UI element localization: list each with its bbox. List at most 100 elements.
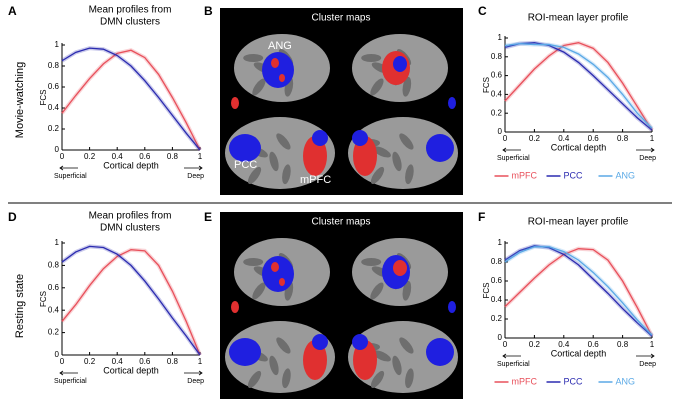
chart-title: ROI-mean layer profile xyxy=(528,217,629,228)
x-tick-label: 0.4 xyxy=(112,152,124,161)
x-tick-label: 0.4 xyxy=(558,340,570,349)
x-tick-label: 0.2 xyxy=(84,357,96,366)
x-right-label: Deep xyxy=(639,155,656,162)
panel-letter: D xyxy=(8,210,17,224)
y-tick-label: 0 xyxy=(55,145,60,154)
y-tick-label: 0.8 xyxy=(48,61,60,70)
legend-label: PCC xyxy=(564,376,584,386)
x-axis-label: Cortical depth xyxy=(551,348,607,358)
cluster-blob xyxy=(303,340,327,380)
x-tick-label: 1 xyxy=(198,357,203,366)
brain-hemisphere xyxy=(348,321,458,393)
x-tick-label: 0 xyxy=(503,340,508,349)
x-tick-label: 0.2 xyxy=(529,340,541,349)
brain-sulcus xyxy=(372,146,391,158)
x-left-label: Superficial xyxy=(497,155,530,162)
region-label: mPFC xyxy=(300,174,331,186)
cluster-blob xyxy=(312,130,328,146)
cluster-blob xyxy=(353,136,377,176)
x-tick-label: 0.4 xyxy=(558,134,570,143)
legend-label: ANG xyxy=(616,376,636,386)
legend-label: mPFC xyxy=(512,170,538,180)
x-tick-label: 0 xyxy=(60,357,65,366)
legend-label: ANG xyxy=(616,170,636,180)
cluster-blob xyxy=(352,130,368,146)
y-tick-label: 0.8 xyxy=(491,257,503,266)
y-tick-label: 0.4 xyxy=(48,305,60,314)
x-tick-label: 0.4 xyxy=(112,357,124,366)
brain-sulcus xyxy=(269,151,279,172)
legend-label: mPFC xyxy=(512,376,538,386)
brain-sulcus xyxy=(402,76,412,97)
y-axis-label: FCS xyxy=(39,90,48,106)
arrow xyxy=(636,147,655,153)
brain-sulcus xyxy=(392,151,402,172)
arrow xyxy=(184,165,203,171)
series-line xyxy=(504,42,653,129)
y-tick-label: 1 xyxy=(55,40,60,49)
brain-sulcus xyxy=(282,368,291,389)
y-tick-label: 0.2 xyxy=(491,108,503,117)
error-band xyxy=(504,41,654,130)
x-right-label: Deep xyxy=(187,173,204,180)
brain-sulcus xyxy=(370,370,385,388)
y-tick-label: 0.2 xyxy=(48,328,60,337)
cluster-blob xyxy=(231,301,239,313)
x-tick-label: 0.2 xyxy=(84,152,96,161)
panel-letter: F xyxy=(478,210,485,224)
cluster-blob xyxy=(262,52,294,88)
chart-title: DMN clusters xyxy=(100,223,160,234)
error-band xyxy=(60,244,202,357)
y-tick-label: 0.6 xyxy=(48,82,60,91)
brain-sulcus xyxy=(247,166,262,184)
series-line xyxy=(504,42,653,131)
y-tick-label: 0 xyxy=(498,333,503,342)
cluster-blob xyxy=(393,260,407,276)
x-right-label: Deep xyxy=(639,361,656,368)
brain-hemisphere xyxy=(348,117,458,189)
cluster-blob xyxy=(352,334,368,350)
x-tick-label: 0.8 xyxy=(617,340,629,349)
brain-panel-title: Cluster maps xyxy=(312,13,371,24)
error-band xyxy=(60,46,202,152)
brain-sulcus xyxy=(405,368,414,389)
x-left-label: Superficial xyxy=(54,173,87,180)
brain-sulcus xyxy=(392,355,402,376)
x-tick-label: 1 xyxy=(650,340,655,349)
y-tick-label: 0.2 xyxy=(48,124,60,133)
chart-title: Mean profiles from xyxy=(89,211,172,222)
panel-letter: B xyxy=(204,4,213,18)
row-label: Resting state xyxy=(14,274,26,338)
cluster-blob xyxy=(448,97,456,109)
arrow xyxy=(59,165,78,171)
series-line xyxy=(61,249,201,356)
cluster-blob xyxy=(231,97,239,109)
cluster-blob xyxy=(279,278,285,286)
brain-sulcus xyxy=(252,78,266,96)
chart-title: Mean profiles from xyxy=(89,5,172,16)
cluster-blob xyxy=(426,338,454,366)
x-left-label: Superficial xyxy=(54,378,87,385)
brain-sulcus xyxy=(252,282,266,300)
brain-sulcus xyxy=(361,258,382,266)
x-tick-label: 0.6 xyxy=(139,152,151,161)
x-tick-label: 0 xyxy=(503,134,508,143)
chart-title: DMN clusters xyxy=(100,17,160,28)
x-tick-label: 1 xyxy=(650,134,655,143)
y-tick-label: 0.4 xyxy=(491,295,503,304)
brain-sulcus xyxy=(282,164,291,185)
arrow xyxy=(502,147,521,153)
y-tick-label: 0.4 xyxy=(48,103,60,112)
cluster-blob xyxy=(312,334,328,350)
x-tick-label: 0.6 xyxy=(588,340,600,349)
brain-sulcus xyxy=(243,258,264,266)
y-axis-label: FCS xyxy=(482,283,491,299)
brain-sulcus xyxy=(399,133,414,150)
brain-sulcus xyxy=(361,54,382,62)
brain-sulcus xyxy=(370,166,385,184)
cluster-blob xyxy=(426,134,454,162)
arrow xyxy=(59,370,78,376)
x-axis-label: Cortical depth xyxy=(103,160,159,170)
x-axis-label: Cortical depth xyxy=(551,142,607,152)
series-line xyxy=(504,42,653,131)
